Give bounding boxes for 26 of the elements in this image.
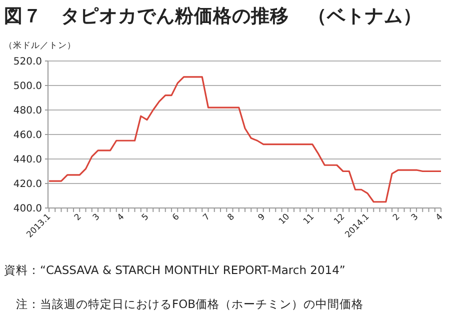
text: 資料：“CASSAVA & STARCH MONTHLY REPORT-March 2014” [4,262,346,279]
y-tick-label: 460.0 [13,130,42,141]
x-tick-label: 9 [256,212,268,223]
y-tick-label: 440.0 [13,154,42,166]
x-tick-label: 4 [434,212,446,223]
x-tick-label: 6 [170,212,182,223]
y-tick-label: 400.0 [13,204,42,214]
y-tick-label: 420.0 [13,179,42,190]
text: 注：当該週の特定日におけるFOB価格（ホーチミン）の中間価格 [16,296,365,313]
x-tick-label: 2 [72,212,84,223]
y-tick-label: 480.0 [13,106,42,116]
x-tick-label: 2 [391,212,402,223]
y-tick-label: 520.0 [13,56,42,68]
x-tick-label: 10 [277,212,292,227]
line-series [48,76,442,203]
chart-title: 図７ タピオカでん粉価格の推移 （ベトナム） [4,6,422,27]
y-tick-label: 500.0 [13,81,42,92]
x-tick-label: 8 [226,212,237,223]
x-tick-label: 3 [91,212,102,223]
x-tick-label: 11 [302,212,316,227]
x-tick-label: 4 [116,212,127,223]
x-tick-label: 12 [332,212,348,227]
x-tick-label: 7 [201,212,212,223]
x-tick-label: 5 [140,212,152,223]
x-tick-label: 3 [410,212,421,223]
y-axis-title: （米ドル／トン） [4,40,76,51]
